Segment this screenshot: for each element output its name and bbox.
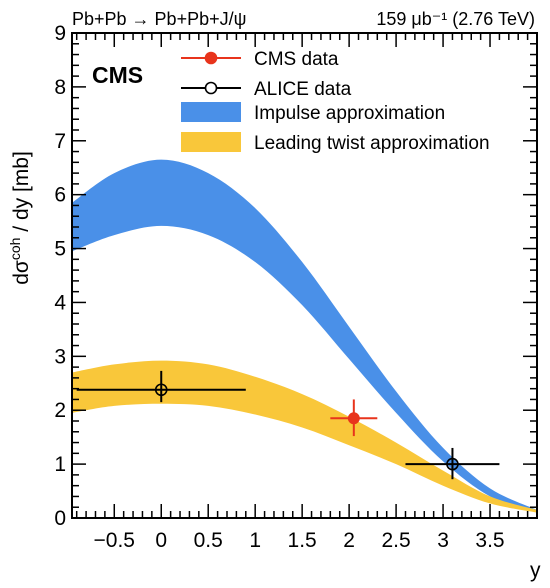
x-tick-label: 0: [155, 529, 167, 552]
data-point: [330, 399, 378, 437]
x-tick-label: −0.5: [94, 529, 135, 552]
legend-label: Impulse approximation: [254, 103, 445, 124]
legend-label: ALICE data: [254, 79, 352, 100]
x-tick-labels: −0.5 0 0.5 1 1.5 2 2.5 3 3.5: [94, 529, 505, 552]
x-tick-label: 0.5: [194, 529, 223, 552]
x-tick-label: 2: [343, 529, 355, 552]
data-point: [405, 447, 500, 480]
band-layer: [72, 159, 537, 513]
legend-swatch: [181, 132, 241, 152]
legend-item: Impulse approximation: [181, 102, 445, 124]
y-tick-label: 0: [54, 507, 66, 530]
alice-data-marker: [154, 383, 168, 397]
experiment-label: CMS: [92, 62, 143, 88]
y-tick-label: 4: [54, 291, 66, 314]
legend-label: Leading twist approximation: [254, 133, 490, 154]
y-axis-title: dσcoh / dy [mb]: [7, 151, 33, 285]
chart-header-right: 159 μb⁻¹ (2.76 TeV): [376, 9, 535, 29]
data-points-layer: [76, 370, 500, 480]
y-tick-labels: 0 1 2 3 4 5 6 7 8 9: [54, 22, 66, 530]
y-tick-label: 5: [54, 238, 66, 261]
alice-data-marker: [446, 457, 459, 471]
y-tick-label: 9: [54, 22, 66, 45]
band-leading-twist-approximation: [72, 360, 537, 513]
legend-label: CMS data: [254, 49, 339, 70]
legend-item: ALICE data: [181, 79, 352, 100]
y-tick-label: 3: [54, 345, 66, 368]
y-tick-label: 1: [54, 453, 66, 476]
legend-marker: [204, 51, 218, 65]
legend: CMS data ALICE data Impulse approximation L…: [181, 49, 490, 154]
legend-marker: [204, 81, 218, 95]
x-tick-label: 3: [437, 529, 449, 552]
legend-item: CMS data: [181, 49, 339, 70]
chart-header-left: Pb+Pb → Pb+Pb+J/ψ: [72, 9, 246, 29]
x-tick-label: 1.5: [288, 529, 317, 552]
y-tick-label: 8: [54, 76, 66, 99]
legend-item: Leading twist approximation: [181, 132, 490, 154]
axis-ticks: [72, 32, 537, 519]
legend-swatch: [181, 102, 241, 122]
x-tick-label: 1: [249, 529, 261, 552]
band-impulse-approximation: [72, 159, 537, 513]
plot-frame: [71, 32, 538, 519]
data-point: [76, 370, 246, 403]
x-axis-title: y: [530, 559, 541, 582]
y-tick-label: 6: [54, 184, 66, 207]
x-tick-label: 2.5: [381, 529, 410, 552]
x-tick-label: 3.5: [475, 529, 504, 552]
y-tick-label: 7: [54, 130, 66, 153]
y-tick-label: 2: [54, 399, 66, 422]
cms-data-marker: [347, 412, 360, 425]
